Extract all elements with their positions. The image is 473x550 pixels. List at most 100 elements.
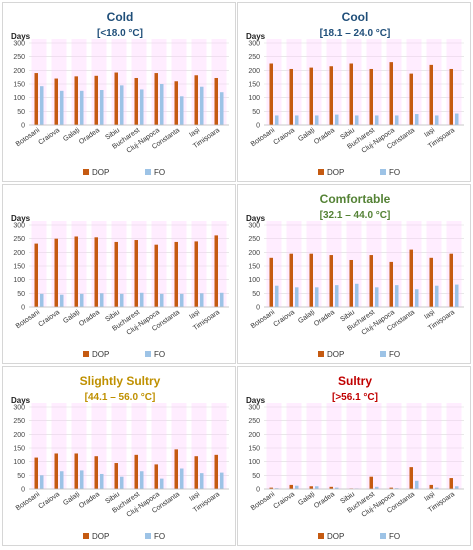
y-tick-label: 50 bbox=[252, 291, 260, 298]
y-tick-label: 0 bbox=[21, 305, 25, 312]
panel-slightly-sultry: Slightly Sultry [44.1 – 56.0 °C] Days 0 50 10… bbox=[2, 366, 236, 546]
bar-fo bbox=[335, 114, 339, 125]
category-band bbox=[71, 403, 87, 489]
y-tick-label: 50 bbox=[17, 473, 25, 480]
y-tick-label: 100 bbox=[248, 459, 260, 466]
legend-label-dop: DOP bbox=[92, 532, 109, 541]
category-band bbox=[426, 403, 442, 489]
bar-fo bbox=[415, 480, 419, 489]
bar-dop bbox=[409, 249, 413, 307]
x-tick-label: Botosani bbox=[15, 309, 42, 331]
legend-swatch-dop bbox=[83, 533, 89, 539]
category-band bbox=[171, 221, 187, 307]
bar-fo bbox=[335, 487, 339, 489]
category-band bbox=[211, 39, 227, 125]
x-tick-label: Iași bbox=[423, 491, 436, 503]
y-tick-label: 250 bbox=[13, 236, 25, 243]
bar-fo bbox=[355, 115, 359, 125]
bar-dop bbox=[34, 457, 38, 489]
bar-dop bbox=[369, 255, 373, 307]
bar-fo bbox=[435, 487, 439, 489]
category-band bbox=[386, 39, 402, 125]
bar-fo bbox=[180, 96, 184, 125]
bar-fo bbox=[100, 473, 104, 489]
chart-slightly-cool: Slightly Cool [24.1 – 32.0 °C] Days 0 50 100 1… bbox=[11, 192, 229, 359]
bar-fo bbox=[455, 486, 459, 489]
x-tick-label: Iași bbox=[423, 127, 436, 139]
bar-fo bbox=[395, 285, 399, 307]
category-band bbox=[326, 39, 342, 125]
bar-fo bbox=[275, 285, 279, 307]
y-tick-label: 50 bbox=[17, 109, 25, 116]
y-axis-label: Days bbox=[11, 214, 31, 223]
y-tick-label: 200 bbox=[13, 432, 25, 439]
bar-fo bbox=[140, 471, 144, 489]
y-tick-label: 250 bbox=[248, 54, 260, 61]
bar-fo bbox=[275, 115, 279, 125]
bar-fo bbox=[60, 294, 64, 307]
bar-dop bbox=[114, 241, 118, 307]
y-tick-label: 50 bbox=[252, 473, 260, 480]
bar-dop bbox=[289, 253, 293, 307]
y-tick-label: 0 bbox=[256, 487, 260, 494]
legend-label-dop: DOP bbox=[327, 168, 344, 177]
bar-fo bbox=[415, 289, 419, 307]
bar-fo bbox=[335, 285, 339, 307]
category-band bbox=[191, 39, 207, 125]
y-tick-label: 250 bbox=[248, 418, 260, 425]
bar-fo bbox=[200, 293, 204, 307]
category-band bbox=[111, 403, 127, 489]
bar-dop bbox=[269, 257, 273, 307]
bar-fo bbox=[455, 284, 459, 307]
legend-swatch-dop bbox=[83, 351, 89, 357]
category-band bbox=[51, 39, 67, 125]
x-tick-label: Iași bbox=[188, 491, 201, 503]
legend-swatch-fo bbox=[380, 533, 386, 539]
bar-fo bbox=[80, 293, 84, 307]
legend-label-fo: FO bbox=[389, 532, 400, 541]
x-tick-label: Iași bbox=[188, 127, 201, 139]
bar-dop bbox=[174, 81, 178, 125]
category-band bbox=[51, 403, 67, 489]
bar-fo bbox=[40, 86, 44, 125]
bar-fo bbox=[160, 84, 164, 125]
bar-dop bbox=[349, 259, 353, 307]
x-tick-label: Oradea bbox=[313, 491, 336, 510]
y-tick-label: 50 bbox=[17, 291, 25, 298]
legend-label-fo: FO bbox=[154, 168, 165, 177]
category-band bbox=[131, 403, 147, 489]
bar-dop bbox=[54, 78, 58, 125]
bar-dop bbox=[389, 62, 393, 125]
y-tick-label: 50 bbox=[252, 109, 260, 116]
y-tick-label: 200 bbox=[248, 432, 260, 439]
bar-fo bbox=[220, 472, 224, 489]
x-tick-label: Craiova bbox=[37, 491, 61, 511]
chart-subtitle: [<18.0 °C] bbox=[97, 28, 143, 39]
bar-fo bbox=[140, 292, 144, 307]
category-band bbox=[31, 403, 47, 489]
category-band bbox=[151, 403, 167, 489]
bar-dop bbox=[309, 253, 313, 307]
category-band bbox=[31, 39, 47, 125]
bar-fo bbox=[455, 113, 459, 125]
y-tick-label: 100 bbox=[248, 95, 260, 102]
bar-fo bbox=[395, 115, 399, 125]
bar-dop bbox=[174, 449, 178, 489]
legend-swatch-dop bbox=[318, 533, 324, 539]
bar-dop bbox=[214, 77, 218, 125]
legend-label-fo: FO bbox=[154, 350, 165, 359]
category-band bbox=[406, 403, 422, 489]
bar-dop bbox=[54, 238, 58, 307]
y-tick-label: 100 bbox=[13, 277, 25, 284]
y-tick-label: 200 bbox=[13, 68, 25, 75]
category-band bbox=[51, 221, 67, 307]
panel-cold: Cold [<18.0 °C] Days 0 50 100 150 200 250 300 Boto… bbox=[2, 2, 236, 182]
y-tick-label: 0 bbox=[21, 123, 25, 130]
category-band bbox=[151, 39, 167, 125]
y-tick-label: 150 bbox=[13, 264, 25, 271]
chart-subtitle: [>56.1 °C] bbox=[332, 392, 378, 403]
y-tick-label: 200 bbox=[248, 68, 260, 75]
category-band bbox=[211, 403, 227, 489]
bar-fo bbox=[275, 488, 279, 489]
